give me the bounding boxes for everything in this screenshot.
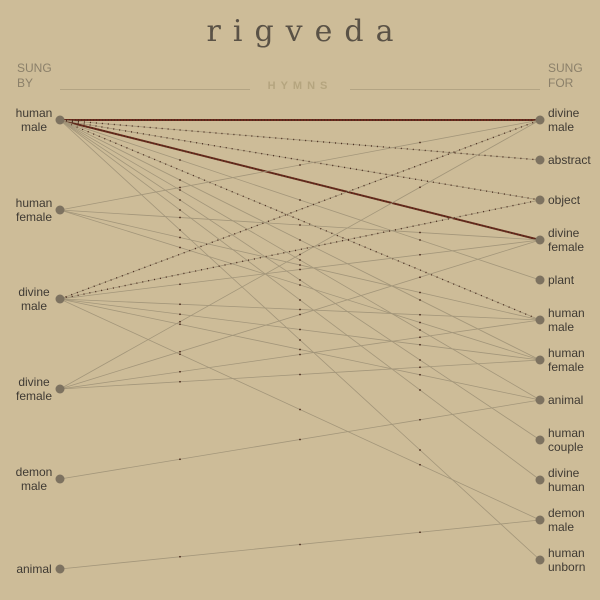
sung-by-node bbox=[55, 205, 65, 215]
sung-by-node bbox=[55, 474, 65, 484]
sung-for-node bbox=[535, 515, 545, 525]
hymns-label: HYMNS bbox=[267, 80, 333, 92]
sung-for-label-human-male: human male bbox=[548, 306, 585, 334]
hymn-link bbox=[59, 119, 541, 201]
sung-by-label-human-male: human male bbox=[15, 106, 53, 134]
hymn-link bbox=[59, 399, 541, 480]
divider-right bbox=[350, 89, 540, 90]
sung-by-label-demon-male: demon male bbox=[15, 465, 53, 493]
page-title: rigveda bbox=[206, 14, 406, 49]
sung-for-label-divine-male: divine male bbox=[548, 106, 580, 134]
sung-by-node bbox=[55, 294, 65, 304]
sung-by-header: SUNG BY bbox=[17, 61, 52, 90]
hymn-link bbox=[59, 298, 541, 521]
sung-for-node bbox=[535, 475, 545, 485]
sung-for-label-object: object bbox=[548, 193, 581, 207]
sung-for-node bbox=[535, 315, 545, 325]
hymn-link bbox=[59, 119, 541, 241]
sung-by-label-animal: animal bbox=[16, 562, 52, 576]
sung-by-node bbox=[55, 115, 65, 125]
sung-for-node bbox=[535, 155, 545, 165]
sung-for-node bbox=[535, 555, 545, 565]
hymn-link bbox=[59, 298, 541, 361]
sung-for-label-abstract: abstract bbox=[548, 153, 591, 167]
sung-for-label-plant: plant bbox=[548, 273, 575, 287]
sung-by-node bbox=[55, 384, 65, 394]
hymn-link bbox=[59, 298, 541, 321]
hymn-link bbox=[59, 199, 541, 300]
sung-for-node bbox=[535, 395, 545, 405]
divider-left bbox=[60, 89, 250, 90]
sung-by-label-divine-female: divine female bbox=[15, 375, 53, 403]
hymn-link bbox=[59, 359, 541, 390]
hymn-link bbox=[59, 119, 541, 361]
sung-for-node bbox=[535, 235, 545, 245]
hymn-link bbox=[59, 119, 541, 561]
hymn-link bbox=[59, 119, 541, 281]
sung-for-node bbox=[535, 275, 545, 285]
sung-for-label-divine-human: divine human bbox=[548, 466, 585, 494]
sung-for-header: SUNG FOR bbox=[548, 61, 583, 90]
sung-for-label-human-female: human female bbox=[548, 346, 585, 374]
hymn-link bbox=[59, 119, 541, 481]
hymn-link bbox=[59, 239, 541, 300]
sung-for-label-human-unborn: human unborn bbox=[548, 546, 586, 574]
sung-for-label-demon-male: demon male bbox=[548, 506, 585, 534]
hymn-link bbox=[59, 209, 541, 361]
sung-for-node bbox=[535, 355, 545, 365]
hymn-link bbox=[59, 239, 541, 390]
sung-by-node bbox=[55, 564, 65, 574]
hymn-link bbox=[59, 519, 541, 570]
hymn-link bbox=[59, 119, 541, 441]
hymn-link bbox=[59, 209, 541, 321]
hymn-link bbox=[59, 119, 541, 161]
sung-for-node bbox=[535, 195, 545, 205]
hymn-link bbox=[59, 119, 541, 401]
sung-for-node bbox=[535, 115, 545, 125]
sung-by-label-human-female: human female bbox=[15, 196, 53, 224]
hymn-link bbox=[59, 298, 541, 401]
hymn-link bbox=[59, 119, 541, 390]
sung-for-node bbox=[535, 435, 545, 445]
hymn-link bbox=[59, 319, 541, 390]
sung-for-label-animal: animal bbox=[548, 393, 584, 407]
hymn-link bbox=[59, 119, 541, 211]
hymn-link bbox=[59, 119, 541, 300]
sung-for-label-human-couple: human couple bbox=[548, 426, 585, 454]
sung-for-label-divine-female: divine female bbox=[548, 226, 585, 254]
hymn-link bbox=[59, 119, 541, 321]
sung-by-label-divine-male: divine male bbox=[18, 285, 50, 313]
hymn-link bbox=[59, 209, 541, 241]
